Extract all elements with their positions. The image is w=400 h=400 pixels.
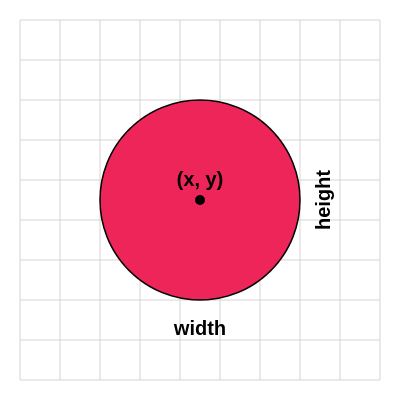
height-label: height bbox=[313, 170, 335, 230]
center-point bbox=[195, 195, 205, 205]
center-label: (x, y) bbox=[177, 169, 224, 191]
width-label: width bbox=[173, 318, 226, 340]
